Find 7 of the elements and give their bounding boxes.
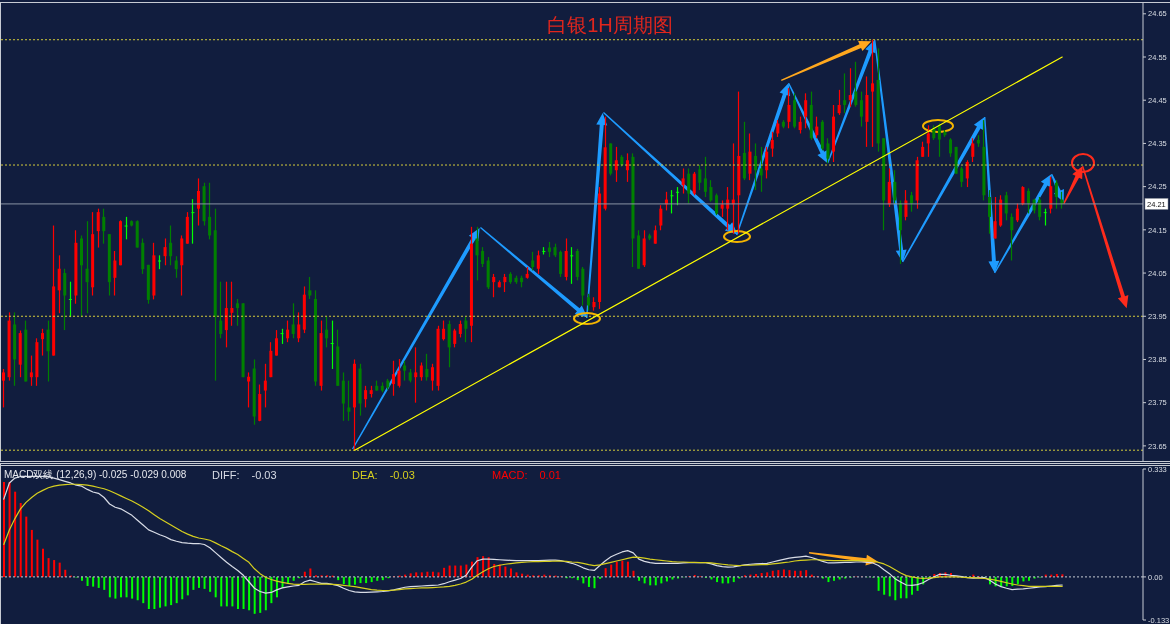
annotation: 0.01 [539,469,561,481]
text: MACD: [492,469,528,481]
text: DIFF: [212,469,240,481]
text: 白银1H周期图 [547,14,673,36]
annotation: -0.03 [251,469,277,481]
annotation: -0.03 [389,469,415,481]
text: DEA: [352,469,378,481]
